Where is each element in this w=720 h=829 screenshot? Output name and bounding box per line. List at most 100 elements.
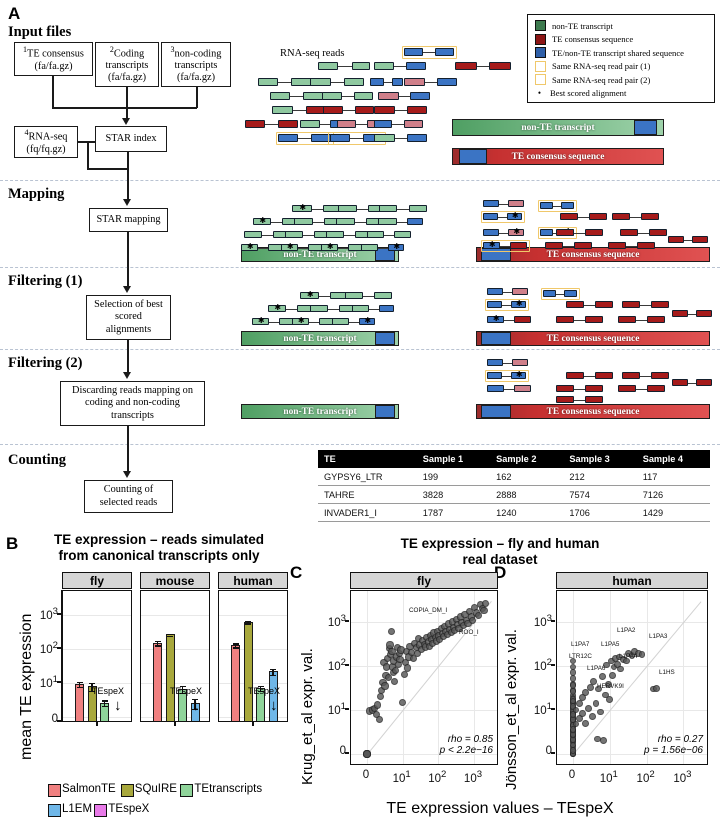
read-segment bbox=[407, 134, 427, 142]
read-pair-connector bbox=[563, 245, 574, 247]
read-segment bbox=[359, 318, 375, 325]
scatter-point bbox=[606, 696, 614, 704]
gridline bbox=[219, 717, 287, 718]
read-pair-connector bbox=[384, 82, 392, 83]
read-pair-connector bbox=[331, 82, 344, 83]
error-bar-cap bbox=[167, 633, 173, 635]
arrow bbox=[122, 286, 131, 293]
panel-cd-xlabel: TE expression values – TEspeX bbox=[386, 800, 614, 817]
x-tick-label: 102 bbox=[428, 769, 447, 785]
read-pair-connector bbox=[399, 96, 410, 97]
read-segment bbox=[507, 213, 522, 220]
gridline bbox=[141, 649, 209, 651]
read-pair-connector bbox=[392, 124, 404, 125]
y-tick bbox=[551, 752, 555, 754]
read-segment bbox=[455, 62, 477, 70]
read-segment bbox=[487, 372, 502, 379]
read-pair-connector bbox=[574, 232, 585, 234]
point-label-COPIA_DM_I: COPIA_DM_I bbox=[409, 607, 448, 614]
table-cell: 1787 bbox=[416, 503, 491, 522]
read-pair-connector bbox=[578, 216, 589, 218]
table-cell: 1706 bbox=[563, 503, 637, 522]
read-pair-connector bbox=[502, 304, 511, 306]
read-segment bbox=[258, 78, 278, 86]
table-cell: INVADER1_I bbox=[318, 503, 417, 522]
read-pair-connector bbox=[498, 216, 507, 218]
scatter-point bbox=[622, 657, 630, 665]
table-row: INVADER1_I 1787 1240 1706 1429 bbox=[318, 503, 710, 522]
bar-SQuIRE bbox=[165, 634, 175, 721]
scatter-point bbox=[375, 716, 383, 724]
error-bar-cap bbox=[192, 709, 198, 711]
nonte-transcript-swatch bbox=[535, 20, 546, 32]
shared-sequence-block bbox=[375, 332, 395, 345]
x-tick-label: 101 bbox=[599, 769, 618, 785]
read-segment bbox=[651, 301, 669, 308]
filter1-ref-te: TE consensus sequence bbox=[476, 331, 710, 346]
point-label-L1PA6: L1PA6 bbox=[587, 665, 606, 672]
read-pair-connector bbox=[477, 66, 489, 67]
shared-sequence-block bbox=[481, 405, 511, 418]
table-header-row: TE Sample 1 Sample 2 Sample 3 Sample 4 bbox=[318, 450, 710, 468]
read-segment bbox=[253, 218, 271, 225]
plot-area-human bbox=[218, 590, 288, 722]
y-tick-label: 101 bbox=[39, 674, 58, 690]
read-pair-connector bbox=[338, 66, 352, 67]
flowbox-number: 1 bbox=[23, 45, 28, 55]
read-pair-connector bbox=[502, 375, 511, 377]
error-bar-cap bbox=[154, 641, 161, 643]
scatter-point bbox=[409, 654, 417, 662]
read-pair-connector bbox=[384, 234, 394, 236]
tespex-annotation: TEspeX bbox=[170, 686, 203, 696]
read-segment bbox=[511, 372, 526, 379]
error-bar-cap bbox=[167, 635, 173, 637]
x-tick-label: 0 bbox=[568, 769, 576, 781]
read-segment bbox=[487, 359, 503, 366]
read-segment bbox=[612, 213, 630, 220]
read-segment bbox=[585, 316, 603, 323]
read-segment bbox=[303, 92, 323, 100]
p-value: p < 2.2e−16 bbox=[439, 745, 493, 756]
plot-area-mouse bbox=[140, 590, 210, 722]
table-cell: 2888 bbox=[490, 485, 564, 504]
read-pair-connector bbox=[356, 124, 367, 125]
stats-annotation: rho = 0.27 p = 1.56e−06 bbox=[597, 734, 703, 756]
arrow bbox=[122, 199, 131, 206]
legend-swatch-TEspeX bbox=[94, 804, 108, 817]
axis-tick bbox=[252, 722, 254, 726]
table-header-cell: TE bbox=[318, 450, 417, 468]
scatter-point bbox=[475, 611, 483, 620]
gridline bbox=[683, 591, 685, 764]
y-tick-label: 103 bbox=[39, 606, 58, 623]
read-segment bbox=[435, 48, 454, 56]
panel-d-ylabel: Jönsson_et_al expr. val. bbox=[503, 629, 520, 790]
tespex-annotation: TEspeX bbox=[248, 686, 281, 696]
best-alignment-star-icon: ✱ bbox=[515, 370, 523, 380]
scatter-point bbox=[578, 709, 586, 717]
read-pair-connector bbox=[265, 124, 278, 125]
panel-cd-title-line1: TE expression – fly and human bbox=[400, 536, 600, 551]
facet-label: fly bbox=[416, 573, 431, 588]
tespex-annotation: TEspeX bbox=[92, 686, 125, 696]
best-alignment-star-icon: ✱ bbox=[326, 242, 334, 252]
error-bar-cap bbox=[154, 645, 161, 647]
axis-tick bbox=[174, 722, 176, 726]
scatter-point bbox=[609, 672, 617, 680]
flowbox-line2: transcripts bbox=[105, 60, 149, 72]
bar-TEspeX bbox=[125, 720, 131, 721]
rho-value: rho = 0.85 bbox=[447, 734, 493, 745]
read-segment bbox=[338, 205, 357, 212]
legend-label: non-TE transcript bbox=[552, 20, 613, 31]
read-segment bbox=[336, 218, 355, 225]
stats-annotation: rho = 0.85 p < 2.2e−16 bbox=[387, 734, 493, 756]
point-label-L1PA3: L1PA3 bbox=[649, 633, 668, 640]
read-segment bbox=[556, 396, 574, 403]
scatter-point bbox=[572, 706, 580, 714]
legend-label: Same RNA-seq read pair (2) bbox=[552, 74, 651, 85]
panel-c-ylabel: Krug_et_al expr. val. bbox=[299, 648, 316, 785]
stage-title-counting: Counting bbox=[8, 452, 67, 468]
read-segment bbox=[483, 229, 499, 236]
gridline bbox=[646, 591, 648, 764]
tespex-arrow-icon: ↓ bbox=[192, 697, 200, 714]
legend-panel-a: non-TE transcript TE consensus sequence … bbox=[527, 14, 715, 103]
